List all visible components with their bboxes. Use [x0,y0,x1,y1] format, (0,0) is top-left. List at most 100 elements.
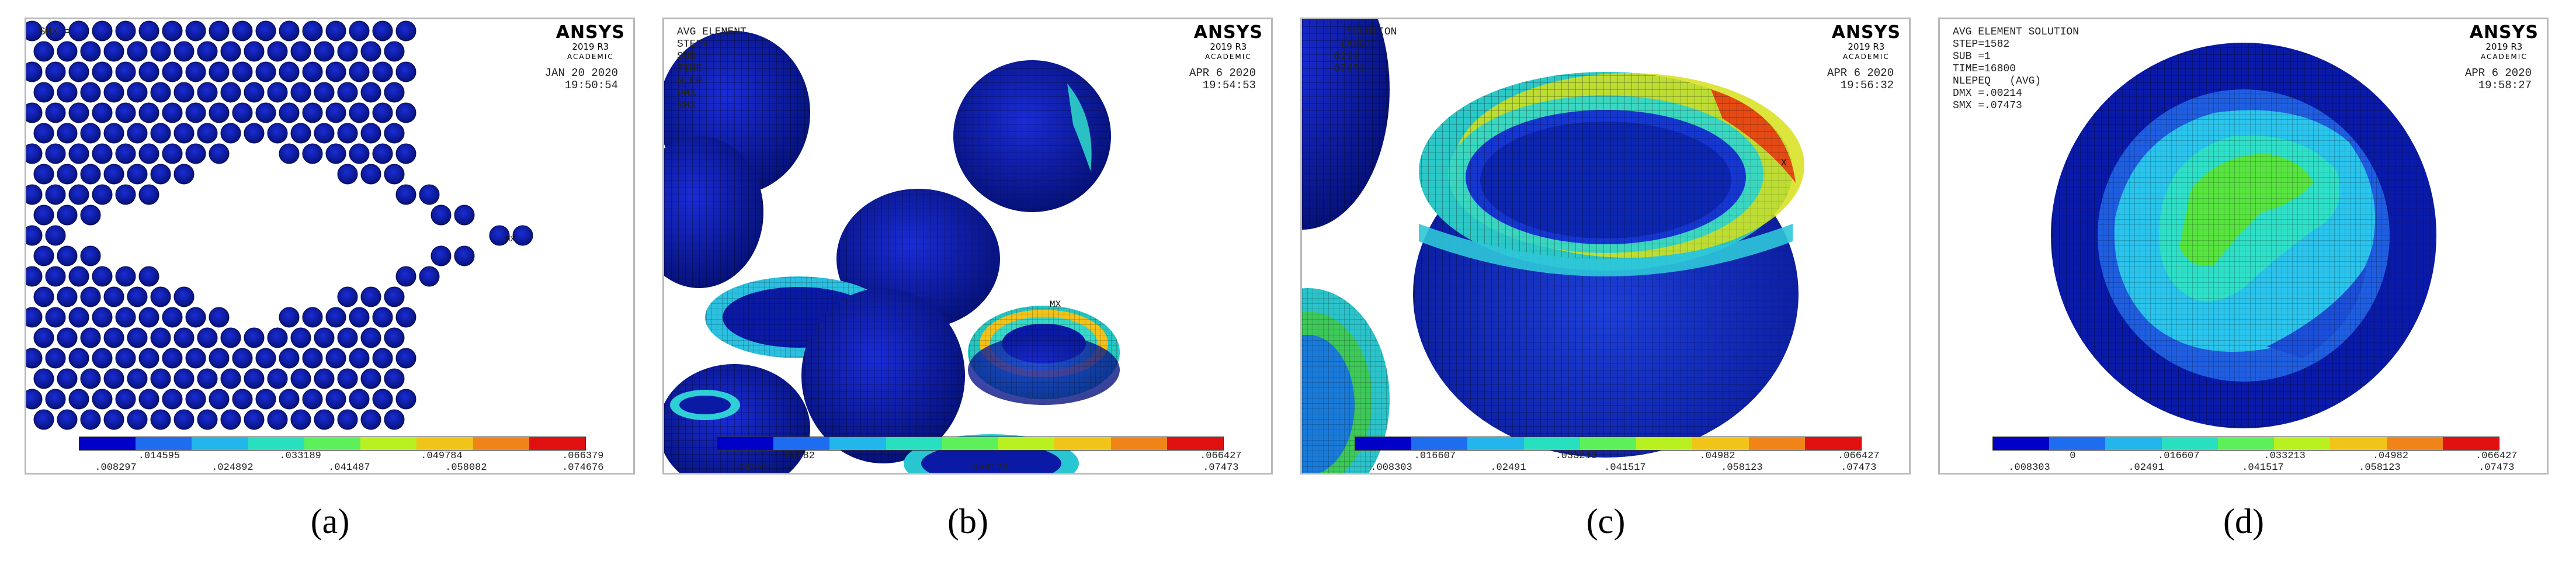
particle [92,266,113,287]
legend-tick-label: 0 [2070,451,2076,462]
legend-tick-label: .058123 [2359,462,2401,473]
particle [279,20,300,41]
legend-ticks-bottom: .008303 .02491 .041517 .058123 .07473 [1337,462,1880,473]
legend-swatch [1748,437,1805,450]
legend-swatch [1993,437,2050,450]
particle [150,286,171,307]
particle [185,20,206,41]
particle [115,389,136,410]
legend-tick-label: .058123 [966,462,1008,473]
particle [92,307,113,328]
particle [127,82,148,103]
caption-b: (b) [947,502,988,541]
particle [349,389,370,410]
particle [92,61,113,82]
particle [138,143,159,164]
particle [173,327,195,348]
particle [209,143,230,164]
particle [33,205,54,226]
particle [92,102,113,123]
particle [244,327,265,348]
particle [68,348,89,369]
particle [197,123,218,144]
particle [360,41,381,62]
particle [45,184,66,205]
particle [162,389,183,410]
particle [325,307,346,328]
particle [349,307,370,328]
particle [80,368,101,389]
particle [419,184,440,205]
particle [360,327,381,348]
particle [384,368,405,389]
legend-swatch [1523,437,1580,450]
particle [185,61,206,82]
particle [255,102,276,123]
particle [80,327,101,348]
particle [115,20,136,41]
legend-ticks-bottom: .008303 .02491 .041517 .058123 .07473 [1975,462,2518,473]
legend-tick-label: .041517 [732,462,775,473]
particle [232,389,253,410]
legend-tick-label: .008303 [1370,462,1412,473]
particle [33,327,54,348]
particle [45,225,66,246]
particle [232,348,253,369]
legend-tick-label: .024892 [211,462,254,473]
particle [267,82,288,103]
particle [33,123,54,144]
particle [127,409,148,430]
particle [103,82,124,103]
particle [68,20,89,41]
particle [26,184,43,205]
timestamp: JAN 20 2020 19:50:54 [544,67,618,92]
particle [290,409,311,430]
legend-tick-label: .014595 [138,451,180,462]
particle [325,61,346,82]
particle [244,368,265,389]
particle [209,307,230,328]
legend-swatch [2217,437,2275,450]
particle [244,409,265,430]
mx-marker: X [1781,158,1787,168]
particle [395,184,416,205]
particle [173,41,195,62]
legend-swatch [2105,437,2162,450]
particle [267,327,288,348]
particle [220,82,241,103]
particle [360,164,381,185]
solution-info: SMX = [39,26,71,38]
particle [197,368,218,389]
particle [92,143,113,164]
particle [150,123,171,144]
particle [127,286,148,307]
particle [162,102,183,123]
particle [80,123,101,144]
particle [185,143,206,164]
particle [138,184,159,205]
particle [45,20,66,41]
particle [150,409,171,430]
particle [220,123,241,144]
particle [57,41,78,62]
solution-info: AVG ELEMENT SOLUTION STEP=1582 SUB =1 TIME=… [1953,26,2079,112]
particle [68,102,89,123]
legend-tick-label: .074676 [562,462,604,473]
particle [349,102,370,123]
particle [127,164,148,185]
legend-swatch [529,437,585,450]
legend-swatch [1467,437,1524,450]
particle [384,82,405,103]
particle [162,61,183,82]
particle [512,225,533,246]
particle [197,82,218,103]
legend-swatch [192,437,248,450]
particle [33,409,54,430]
particle [395,389,416,410]
particle [337,123,358,144]
particle [57,82,78,103]
particle [197,327,218,348]
legend-ticks-top: .04982 .066427 [699,451,1242,462]
color-legend-bar [717,437,1224,451]
particle [267,41,288,62]
